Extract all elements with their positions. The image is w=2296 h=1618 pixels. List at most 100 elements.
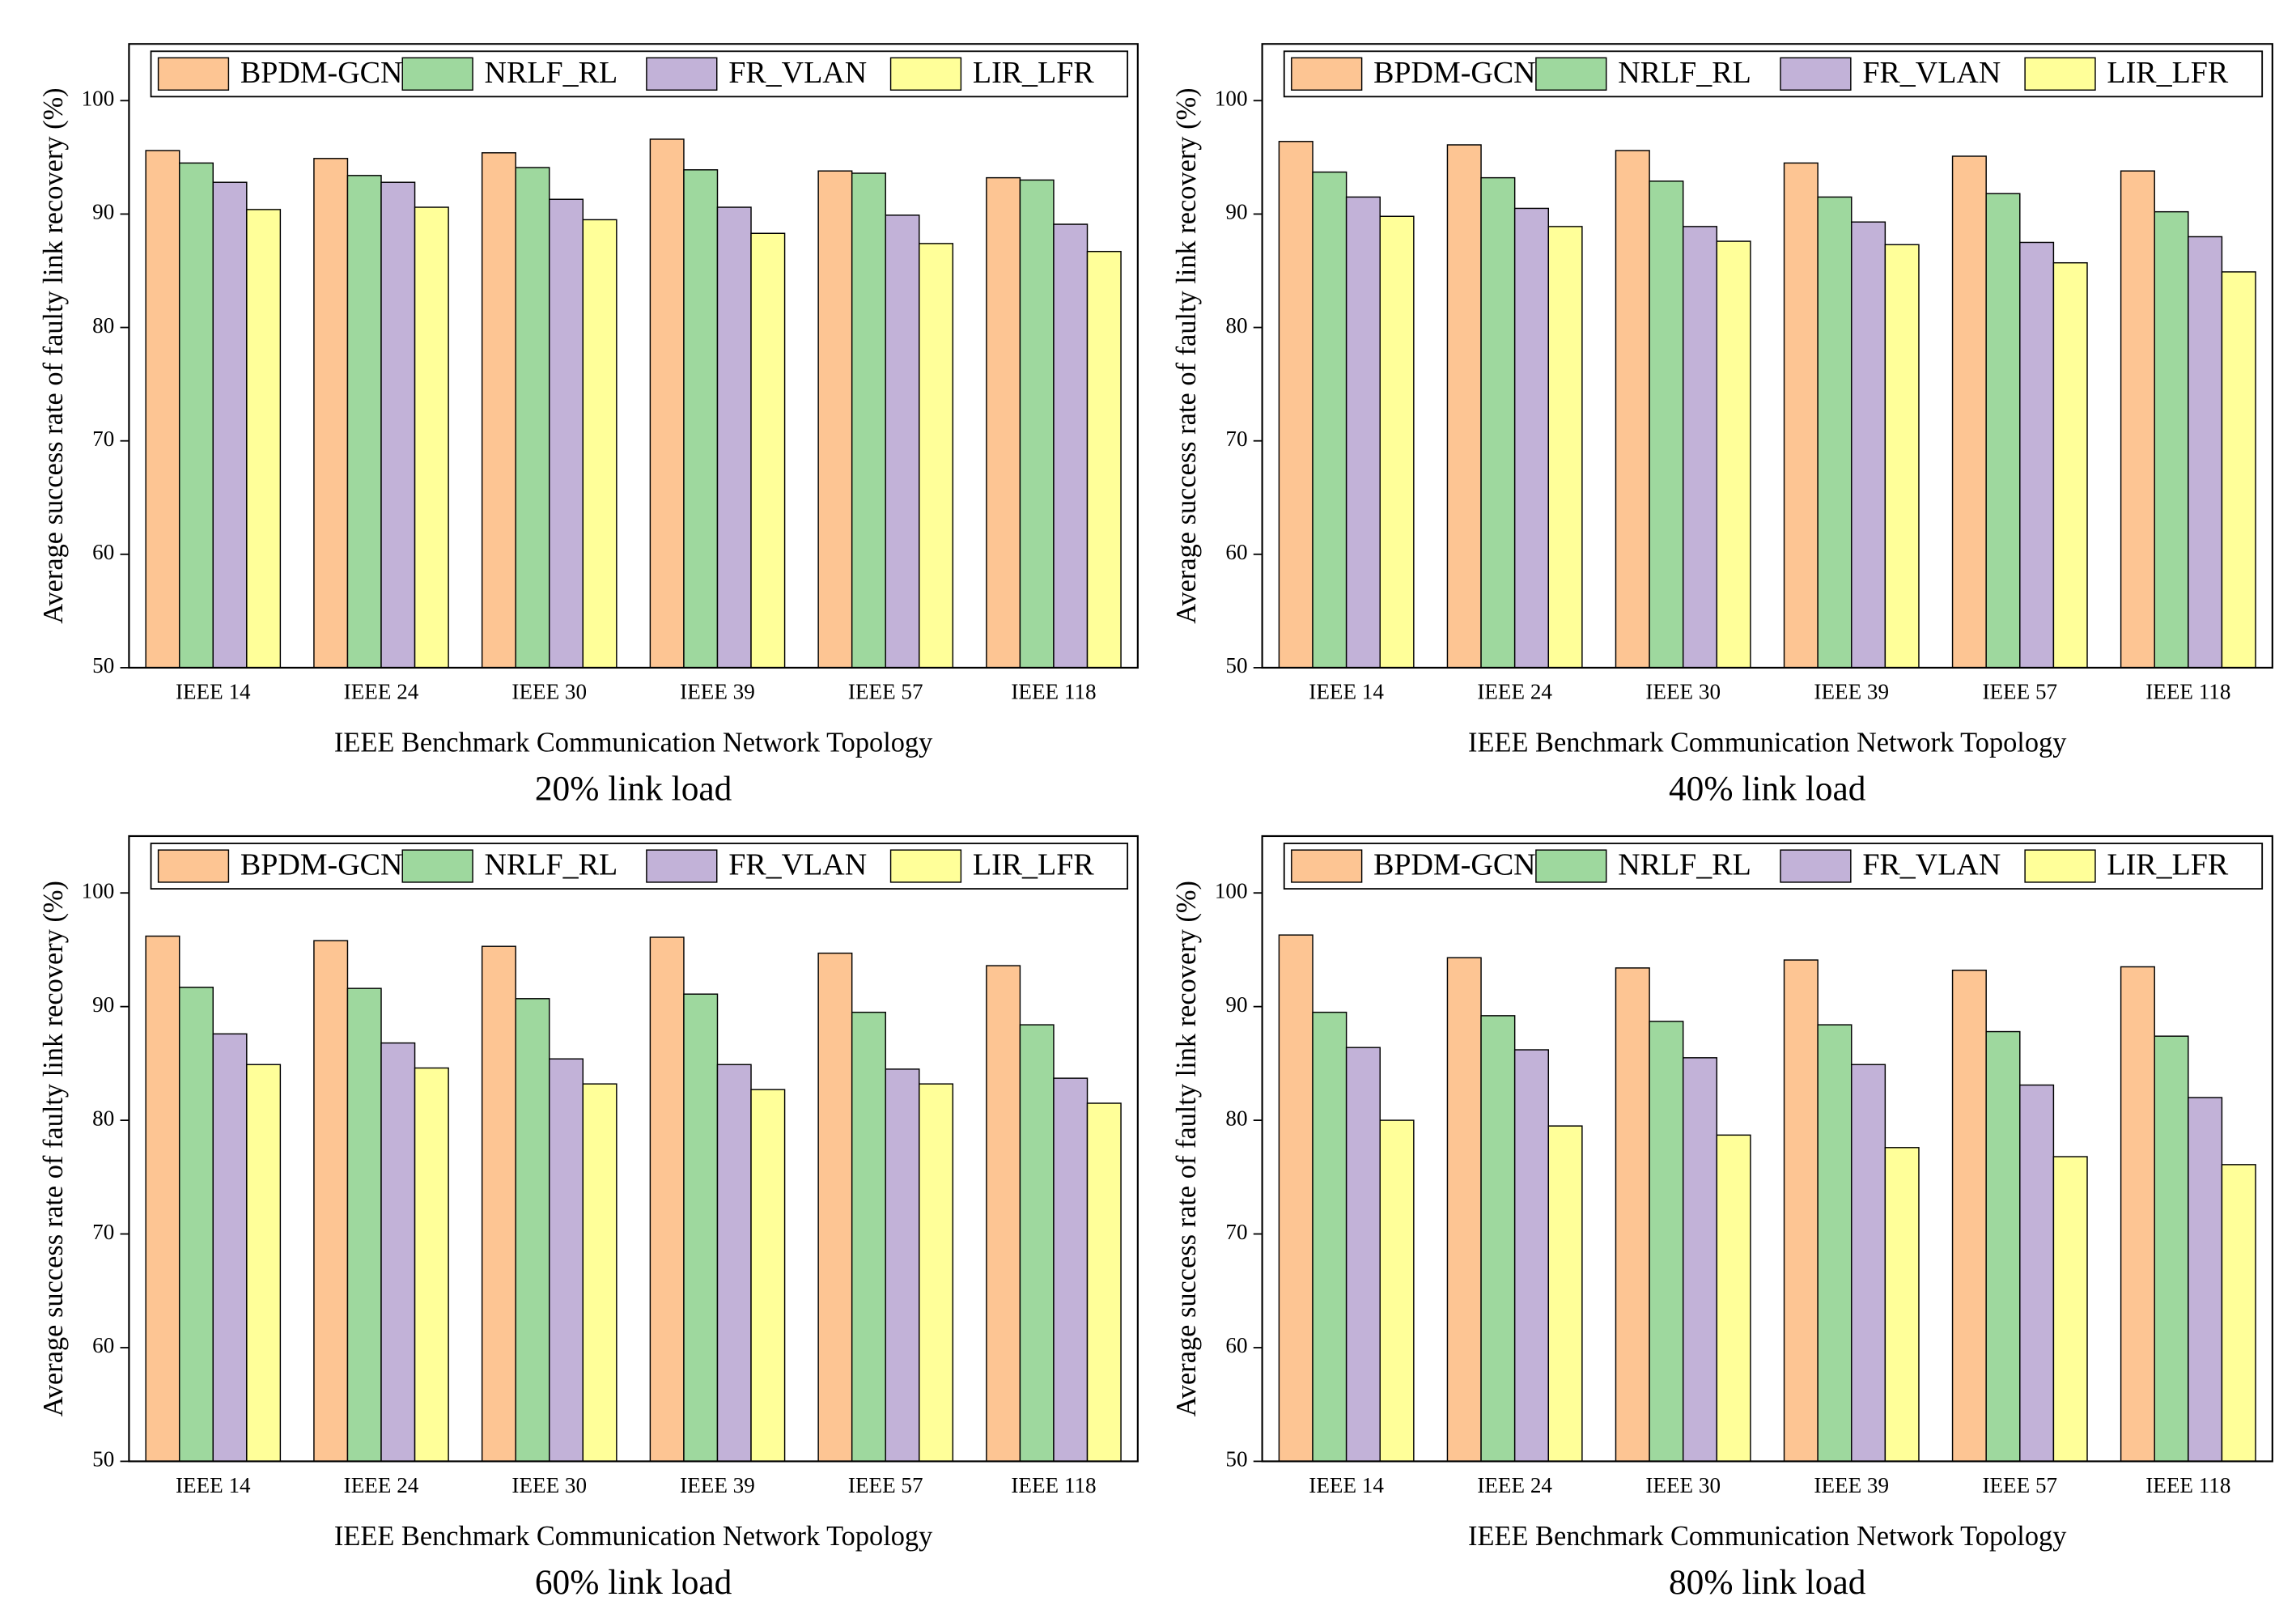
bar	[1053, 1077, 1089, 1463]
bar	[313, 158, 349, 669]
bar	[1716, 240, 1751, 669]
bar	[919, 243, 954, 669]
y-tick-label: 60	[92, 1333, 114, 1357]
bar	[817, 170, 853, 669]
x-tick-label: IEEE 24	[344, 1473, 419, 1497]
bar	[582, 1083, 618, 1463]
bar	[683, 169, 719, 669]
legend-label: BPDM-GCN	[240, 56, 403, 90]
plot-frame	[1261, 834, 2273, 1463]
bar	[649, 138, 685, 669]
x-tick-label: IEEE 118	[2145, 680, 2230, 704]
bar	[481, 945, 516, 1463]
legend-label: FR_VLAN	[728, 56, 867, 90]
bar	[683, 993, 719, 1463]
bar	[986, 965, 1021, 1463]
bar	[346, 175, 382, 669]
bar	[2019, 241, 2055, 669]
bar	[2221, 271, 2256, 669]
x-axis-label: IEEE Benchmark Communication Network Top…	[1468, 728, 2067, 758]
bar	[851, 172, 886, 669]
bar	[1649, 180, 1684, 669]
bar	[2019, 1084, 2055, 1463]
bar	[1951, 969, 1987, 1463]
legend-swatch	[2024, 849, 2096, 883]
bar	[1851, 1064, 1886, 1463]
x-tick-label: IEEE 57	[1982, 680, 2057, 704]
legend-label: NRLF_RL	[485, 56, 618, 90]
bar	[2154, 210, 2189, 669]
y-tick-label: 90	[1225, 992, 1247, 1017]
bar	[2120, 966, 2155, 1463]
x-tick-label: IEEE 14	[1309, 1473, 1384, 1497]
bar	[549, 198, 584, 669]
chart-title: 60% link load	[535, 1563, 732, 1602]
y-axis-label: Average success rate of faulty link reco…	[1171, 881, 1202, 1416]
plot-frame	[128, 834, 1139, 1463]
bar	[1985, 193, 2021, 669]
x-tick-label: IEEE 24	[344, 680, 419, 704]
legend-swatch	[889, 849, 962, 883]
bar	[1547, 226, 1583, 669]
legend-label: BPDM-GCN	[1373, 848, 1536, 882]
y-tick-label: 60	[1225, 1333, 1247, 1357]
bar	[1086, 250, 1122, 669]
y-tick-label: 90	[92, 200, 114, 224]
bar	[246, 1064, 282, 1463]
y-tick-label: 50	[92, 653, 114, 677]
y-tick-label: 80	[1225, 1106, 1247, 1130]
x-tick-label: IEEE 39	[1814, 680, 1889, 704]
x-tick-label: IEEE 14	[176, 1473, 251, 1497]
bar	[212, 181, 248, 669]
y-tick-label: 70	[92, 1220, 114, 1244]
legend-swatch	[157, 849, 230, 883]
chart: IEEE 14 IEEE 24 IEEE 30 IEEE 39 IEEE 57 IEEE …	[1171, 834, 2273, 1602]
bar	[380, 1042, 416, 1463]
bar	[1985, 1030, 2021, 1463]
x-tick-label: IEEE 39	[1814, 1473, 1889, 1497]
legend-label: NRLF_RL	[485, 848, 618, 882]
bar	[380, 181, 416, 669]
x-tick-label: IEEE 14	[1309, 680, 1384, 704]
legend-swatch	[401, 57, 473, 91]
bar	[1480, 1015, 1516, 1463]
y-tick-label: 90	[92, 992, 114, 1017]
y-tick-label: 70	[1225, 427, 1247, 451]
legend-swatch	[646, 849, 718, 883]
bar	[1649, 1021, 1684, 1463]
bar	[1345, 1047, 1381, 1463]
bar	[549, 1058, 584, 1463]
bar	[246, 209, 282, 669]
legend-label: BPDM-GCN	[1373, 56, 1536, 90]
bar	[1547, 1125, 1583, 1463]
bar	[515, 167, 550, 669]
x-tick-label: IEEE 118	[2145, 1473, 2230, 1497]
bar	[2188, 236, 2223, 669]
y-tick-label: 100	[1215, 87, 1248, 111]
bar	[716, 1064, 752, 1463]
bar	[1480, 176, 1516, 669]
bar	[1851, 221, 1886, 669]
legend-label: FR_VLAN	[728, 848, 867, 882]
bar	[2120, 170, 2155, 669]
chart-title: 80% link load	[1669, 1563, 1866, 1602]
legend-label: LIR_LFR	[973, 56, 1095, 90]
bar	[2052, 261, 2088, 669]
bar	[145, 935, 180, 1463]
bar	[649, 936, 685, 1463]
x-tick-label: IEEE 39	[680, 680, 755, 704]
bar	[515, 998, 550, 1463]
bar	[346, 987, 382, 1463]
bar	[313, 940, 349, 1463]
bar	[145, 150, 180, 669]
chart: IEEE 14 IEEE 24 IEEE 30 IEEE 39 IEEE 57 IEEE …	[38, 834, 1139, 1602]
legend-frame	[1283, 843, 2264, 890]
x-tick-label: IEEE 30	[1645, 680, 1721, 704]
bar	[212, 1033, 248, 1463]
bar	[1019, 179, 1055, 669]
bar	[414, 206, 449, 669]
y-tick-label: 100	[82, 87, 115, 111]
y-tick-label: 100	[82, 878, 115, 902]
x-tick-label: IEEE 30	[511, 680, 587, 704]
